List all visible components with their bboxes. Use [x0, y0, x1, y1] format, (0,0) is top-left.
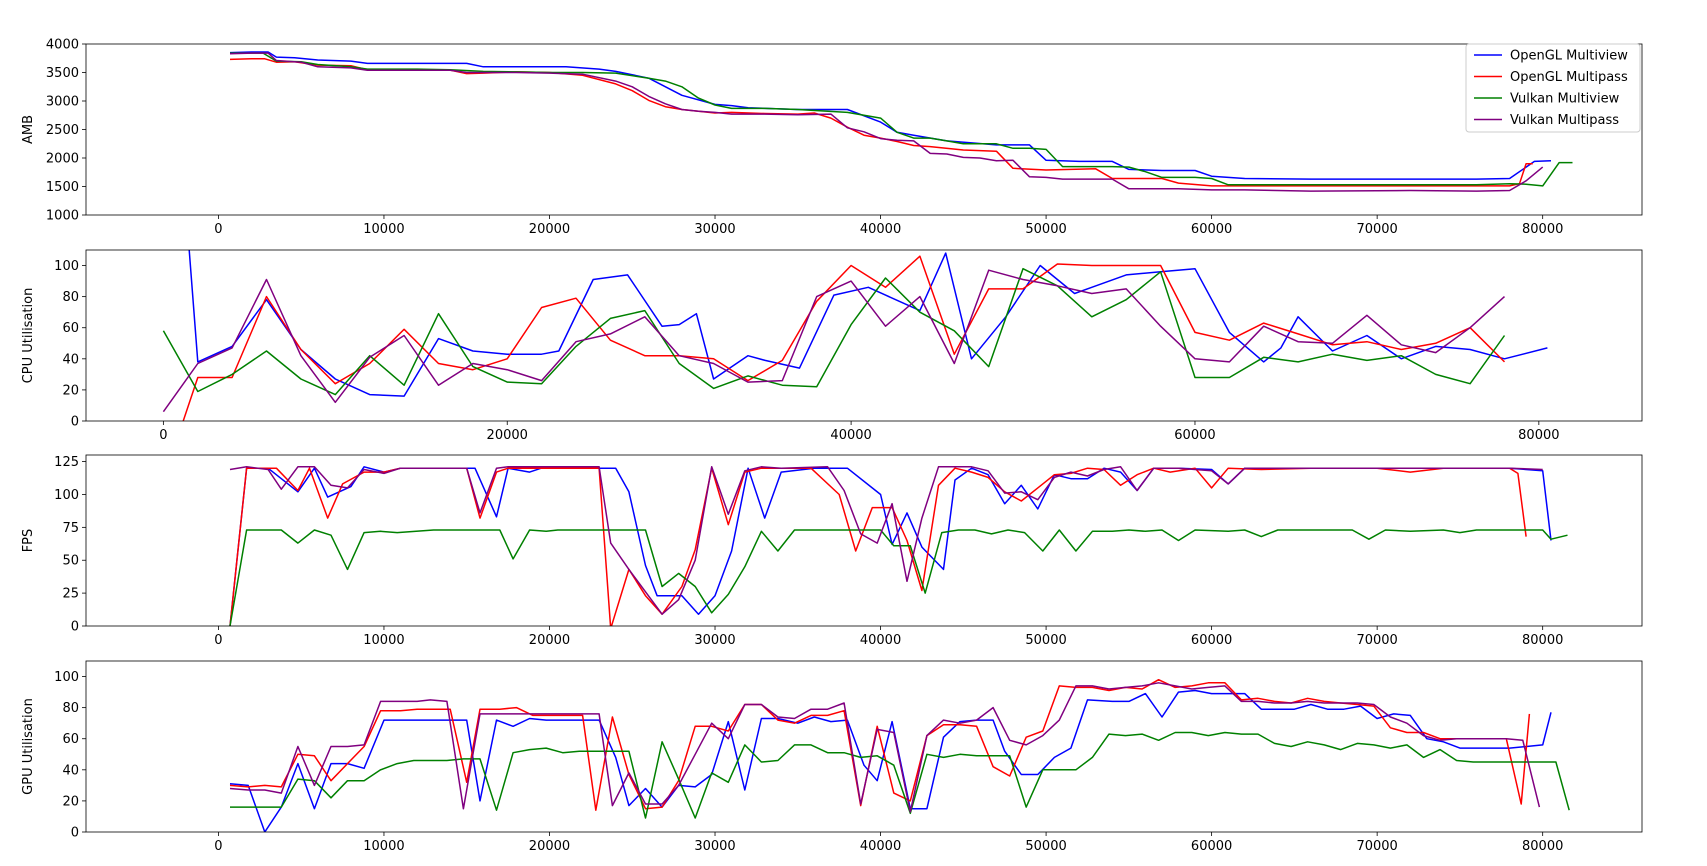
y-axis-label: CPU Utilisation: [21, 288, 36, 384]
x-tick-label: 20000: [529, 633, 570, 648]
x-tick-label: 80000: [1522, 839, 1563, 854]
y-tick-label: 0: [71, 620, 79, 635]
y-tick-label: 1000: [46, 209, 79, 224]
x-tick-label: 50000: [1025, 222, 1066, 237]
subplot-1: 0 10000 20000 30000 40000 50000 60000 70000 8000…: [21, 38, 1643, 237]
x-tick-label: 20000: [529, 222, 570, 237]
x-tick-label: 40000: [860, 222, 901, 237]
y-tick-label: 60: [62, 321, 79, 336]
x-tick-label: 80000: [1518, 428, 1559, 443]
legend-label-vulkan-multiview: Vulkan Multiview: [1510, 92, 1620, 107]
x-tick-label: 20000: [529, 839, 570, 854]
y-tick-label: 1500: [46, 180, 79, 195]
axes-frame: [85, 454, 1643, 627]
series-line-opengl-multiview: [188, 250, 1548, 397]
x-tick-label: 10000: [363, 633, 404, 648]
x-tick-label: 60000: [1191, 222, 1232, 237]
x-tick-label: 30000: [694, 839, 735, 854]
x-tick-label: 70000: [1356, 839, 1397, 854]
y-tick-label: 20: [62, 794, 79, 809]
axes-frame: [85, 43, 1643, 216]
y-tick-label: 50: [62, 554, 79, 569]
axes-frame: [85, 660, 1643, 833]
series-line-opengl-multipass: [229, 678, 1531, 811]
y-tick-label: 100: [54, 259, 79, 274]
y-tick-label: 20: [62, 383, 79, 398]
x-tick-label: 0: [214, 839, 222, 854]
legend-label-opengl-multipass: OpenGL Multipass: [1510, 70, 1628, 85]
x-tick-label: 0: [159, 428, 167, 443]
x-tick-label: 60000: [1191, 839, 1232, 854]
y-tick-label: 3500: [46, 66, 79, 81]
x-tick-label: 50000: [1025, 633, 1066, 648]
series-line-vulkan-multiview: [229, 529, 1568, 626]
x-tick-label: 40000: [860, 839, 901, 854]
subplot-2: 0 20000 40000 60000 80000 0 20 40 60 80 100 CPU Uti…: [21, 249, 1643, 443]
series-line-vulkan-multipass: [162, 269, 1506, 413]
x-tick-label: 10000: [363, 222, 404, 237]
series-line-vulkan-multipass: [229, 466, 1543, 615]
y-tick-label: 125: [54, 455, 79, 470]
y-tick-label: 3000: [46, 95, 79, 110]
y-tick-label: 25: [62, 587, 79, 602]
legend-box: [1465, 43, 1641, 133]
x-tick-label: 50000: [1025, 839, 1066, 854]
y-axis-label: FPS: [21, 529, 36, 553]
y-tick-label: 0: [71, 415, 79, 430]
y-axis-label: AMB: [21, 115, 36, 144]
y-tick-label: 80: [62, 290, 79, 305]
subplots: 0 10000 20000 30000 40000 50000 60000 70000 8000…: [21, 38, 1643, 854]
x-tick-label: 0: [214, 222, 222, 237]
legend-label-opengl-multiview: OpenGL Multiview: [1510, 49, 1628, 64]
x-tick-label: 20000: [487, 428, 528, 443]
axes-frame: [85, 249, 1643, 422]
y-tick-label: 4000: [46, 38, 79, 53]
x-tick-label: 80000: [1522, 633, 1563, 648]
x-tick-label: 40000: [830, 428, 871, 443]
y-tick-label: 60: [62, 732, 79, 747]
x-tick-label: 80000: [1522, 222, 1563, 237]
y-tick-label: 80: [62, 701, 79, 716]
x-tick-label: 60000: [1174, 428, 1215, 443]
series-line-opengl-multiview: [229, 466, 1552, 626]
y-tick-label: 40: [62, 352, 79, 367]
series-line-vulkan-multiview: [162, 267, 1506, 396]
series-line-opengl-multiview: [229, 689, 1552, 832]
subplot-3: 0 10000 20000 30000 40000 50000 60000 70000 8000…: [21, 454, 1643, 648]
series-line-vulkan-multipass: [229, 682, 1541, 813]
y-tick-label: 2500: [46, 123, 79, 138]
y-tick-label: 100: [54, 488, 79, 503]
x-tick-label: 30000: [694, 633, 735, 648]
y-axis-label: GPU Utilisation: [21, 698, 36, 795]
x-tick-label: 10000: [363, 839, 404, 854]
x-tick-label: 30000: [694, 222, 735, 237]
series-line-opengl-multiview: [229, 51, 1552, 180]
legend-label-vulkan-multipass: Vulkan Multipass: [1510, 113, 1619, 128]
y-tick-label: 2000: [46, 152, 79, 167]
x-tick-label: 70000: [1356, 222, 1397, 237]
series-line-vulkan-multiview: [230, 731, 1570, 819]
subplot-4: 0 10000 20000 30000 40000 50000 60000 70000 8000…: [21, 660, 1643, 854]
series-line-vulkan-multipass: [229, 52, 1544, 192]
x-tick-label: 70000: [1356, 633, 1397, 648]
y-tick-label: 75: [62, 521, 79, 536]
series-line-vulkan-multiview: [230, 52, 1573, 187]
y-tick-label: 40: [62, 763, 79, 778]
legend: OpenGL Multiview OpenGL Multipass Vulkan M…: [1465, 43, 1641, 133]
x-tick-label: 60000: [1191, 633, 1232, 648]
x-tick-label: 40000: [860, 633, 901, 648]
x-tick-label: 0: [214, 633, 222, 648]
y-tick-label: 100: [54, 670, 79, 685]
y-tick-label: 0: [71, 826, 79, 841]
